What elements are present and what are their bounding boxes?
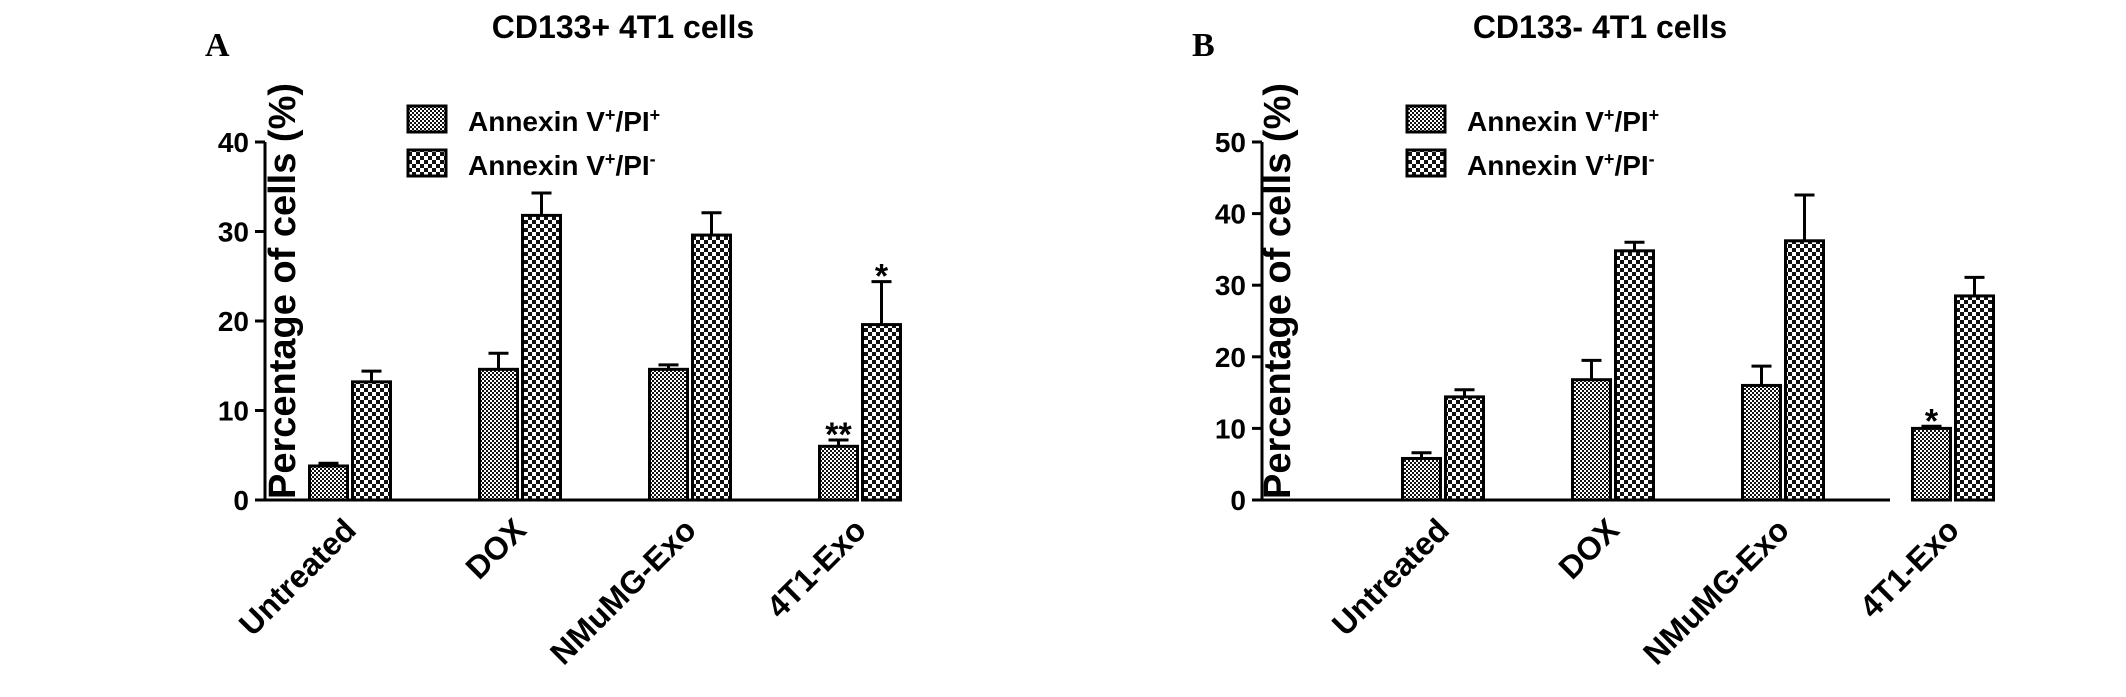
bar	[818, 444, 859, 502]
x-tick-label: 4T1-Exo	[1852, 511, 1965, 624]
y-tick-label: 0	[233, 485, 249, 516]
significance-label: *	[1925, 402, 1939, 440]
y-axis-label: Percentage of cells (%)	[1257, 83, 1299, 499]
y-tick-label: 40	[218, 127, 249, 158]
bar	[1614, 249, 1655, 502]
y-tick-label: 20	[218, 306, 249, 337]
y-tick-label: 30	[218, 217, 249, 248]
legend-label: Annexin V+/PI+	[1467, 105, 1659, 137]
chart-title: CD133+ 4T1 cells	[492, 9, 754, 45]
y-tick-label: 30	[1215, 270, 1246, 301]
x-tick-label: DOX	[458, 511, 533, 586]
x-tick-label: Untreated	[1325, 511, 1456, 642]
chart-title: CD133- 4T1 cells	[1473, 9, 1727, 45]
legend-label: Annexin V+/PI-	[1467, 149, 1655, 181]
bar	[1741, 383, 1782, 502]
x-tick-label: NMuMG-Exo	[1636, 511, 1796, 671]
bar	[648, 367, 689, 502]
bar	[691, 233, 732, 502]
legend-swatch	[406, 104, 448, 134]
chart-panel-b: B CD133- 4T1 cells Percentage of cells (%)…	[1192, 9, 1995, 671]
y-tick-label: 0	[1230, 485, 1246, 516]
y-tick-label: 20	[1215, 342, 1246, 373]
panel-letter: B	[1192, 27, 1215, 64]
bar	[308, 464, 349, 502]
bar	[521, 213, 562, 502]
legend-label: Annexin V+/PI-	[468, 149, 656, 181]
bar	[1401, 456, 1442, 502]
x-tick-label: NMuMG-Exo	[543, 511, 703, 671]
significance-label: **	[825, 416, 852, 454]
bar	[861, 323, 902, 502]
bar	[351, 380, 392, 502]
bar	[1954, 294, 1995, 502]
y-tick-label: 40	[1215, 199, 1246, 230]
x-tick-label: DOX	[1551, 511, 1626, 586]
bar	[478, 367, 519, 502]
y-tick-label: 10	[218, 396, 249, 427]
y-axis-label: Percentage of cells (%)	[262, 83, 304, 499]
x-tick-label: Untreated	[232, 511, 363, 642]
legend-swatch	[1405, 104, 1447, 134]
bar	[1571, 378, 1612, 502]
y-tick-label: 10	[1215, 413, 1246, 444]
significance-label: *	[875, 258, 889, 296]
panel-letter: A	[205, 27, 230, 64]
bar	[1784, 239, 1825, 502]
bar	[1911, 426, 1952, 502]
x-tick-label: 4T1-Exo	[759, 511, 872, 624]
legend-label: Annexin V+/PI+	[468, 105, 660, 137]
y-tick-label: 50	[1215, 127, 1246, 158]
legend-swatch	[406, 148, 448, 178]
bar	[1444, 395, 1485, 502]
legend-swatch	[1405, 148, 1447, 178]
chart-panel-a: A CD133+ 4T1 cells Percentage of cells (%)…	[205, 9, 902, 671]
